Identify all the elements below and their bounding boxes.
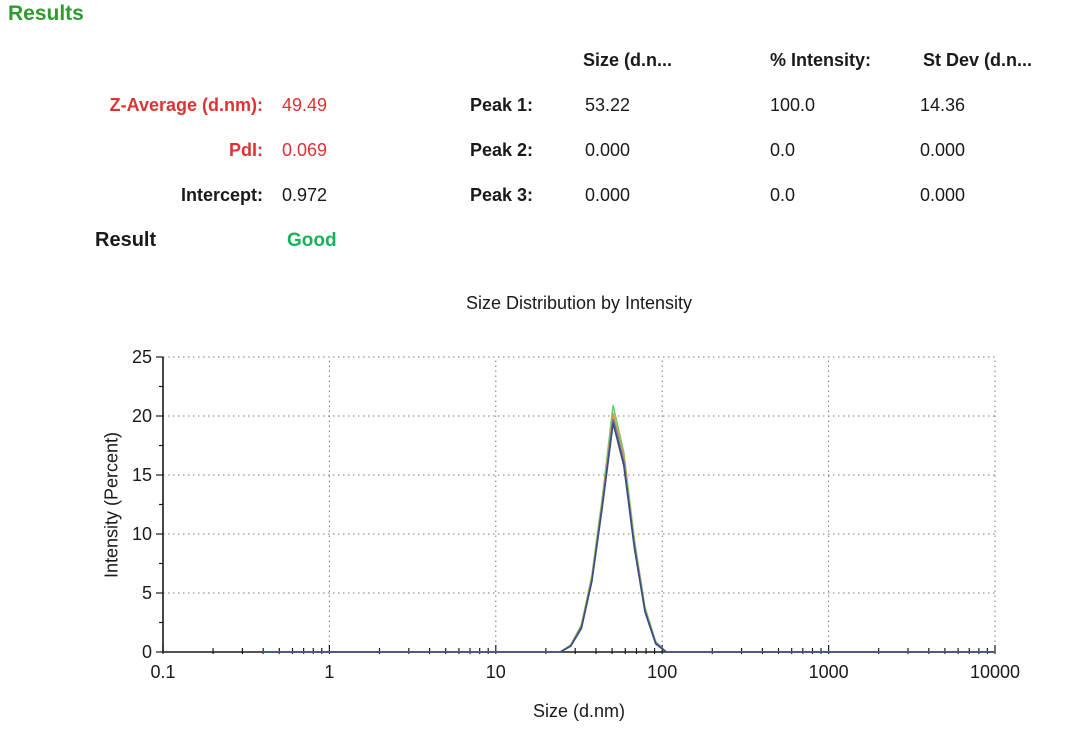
svg-text:25: 25 — [132, 347, 152, 367]
peak2-stdev: 0.000 — [920, 140, 966, 160]
series-trace-4 — [263, 422, 995, 653]
z-average-label: Z-Average (d.nm): — [109, 95, 263, 115]
svg-text:10: 10 — [486, 662, 506, 682]
peak2-size: 0.000 — [585, 140, 631, 160]
column-header-size: Size (d.n... — [583, 50, 673, 70]
series-trace-3 — [263, 418, 995, 653]
z-average-value: 49.49 — [282, 95, 328, 115]
page-title: Results — [8, 2, 84, 25]
peak2-intensity: 0.0 — [770, 140, 796, 160]
svg-text:0: 0 — [142, 642, 152, 662]
svg-text:10000: 10000 — [970, 662, 1020, 682]
peak2-label: Peak 2: — [469, 140, 533, 160]
peak3-stdev: 0.000 — [920, 185, 966, 205]
peak1-size: 53.22 — [585, 95, 631, 115]
result-status-badge: Good — [287, 230, 337, 251]
peak1-label: Peak 1: — [469, 95, 533, 115]
peak3-intensity: 0.0 — [770, 185, 796, 205]
svg-text:1000: 1000 — [809, 662, 849, 682]
x-axis-label: Size (d.nm) — [532, 701, 626, 721]
series-trace-2 — [263, 412, 995, 653]
peak1-stdev: 14.36 — [920, 95, 966, 115]
intercept-value: 0.972 — [282, 185, 328, 205]
svg-text:1: 1 — [324, 662, 334, 682]
series-trace-1 — [263, 404, 995, 653]
chart-title: Size Distribution by Intensity — [465, 293, 693, 313]
svg-text:100: 100 — [647, 662, 677, 682]
peak3-size: 0.000 — [585, 185, 631, 205]
pdi-value: 0.069 — [282, 140, 328, 160]
svg-text:15: 15 — [132, 465, 152, 485]
svg-text:5: 5 — [142, 583, 152, 603]
column-header-intensity: % Intensity: — [770, 50, 872, 70]
column-header-stdev: St Dev (d.n... — [923, 50, 1033, 70]
pdi-label: PdI: — [229, 140, 263, 160]
svg-text:20: 20 — [132, 406, 152, 426]
intercept-label: Intercept: — [180, 185, 263, 205]
svg-text:10: 10 — [132, 524, 152, 544]
peak3-label: Peak 3: — [469, 185, 533, 205]
peak1-intensity: 100.0 — [770, 95, 816, 115]
svg-text:0.1: 0.1 — [150, 662, 175, 682]
result-label: Result — [95, 229, 157, 251]
